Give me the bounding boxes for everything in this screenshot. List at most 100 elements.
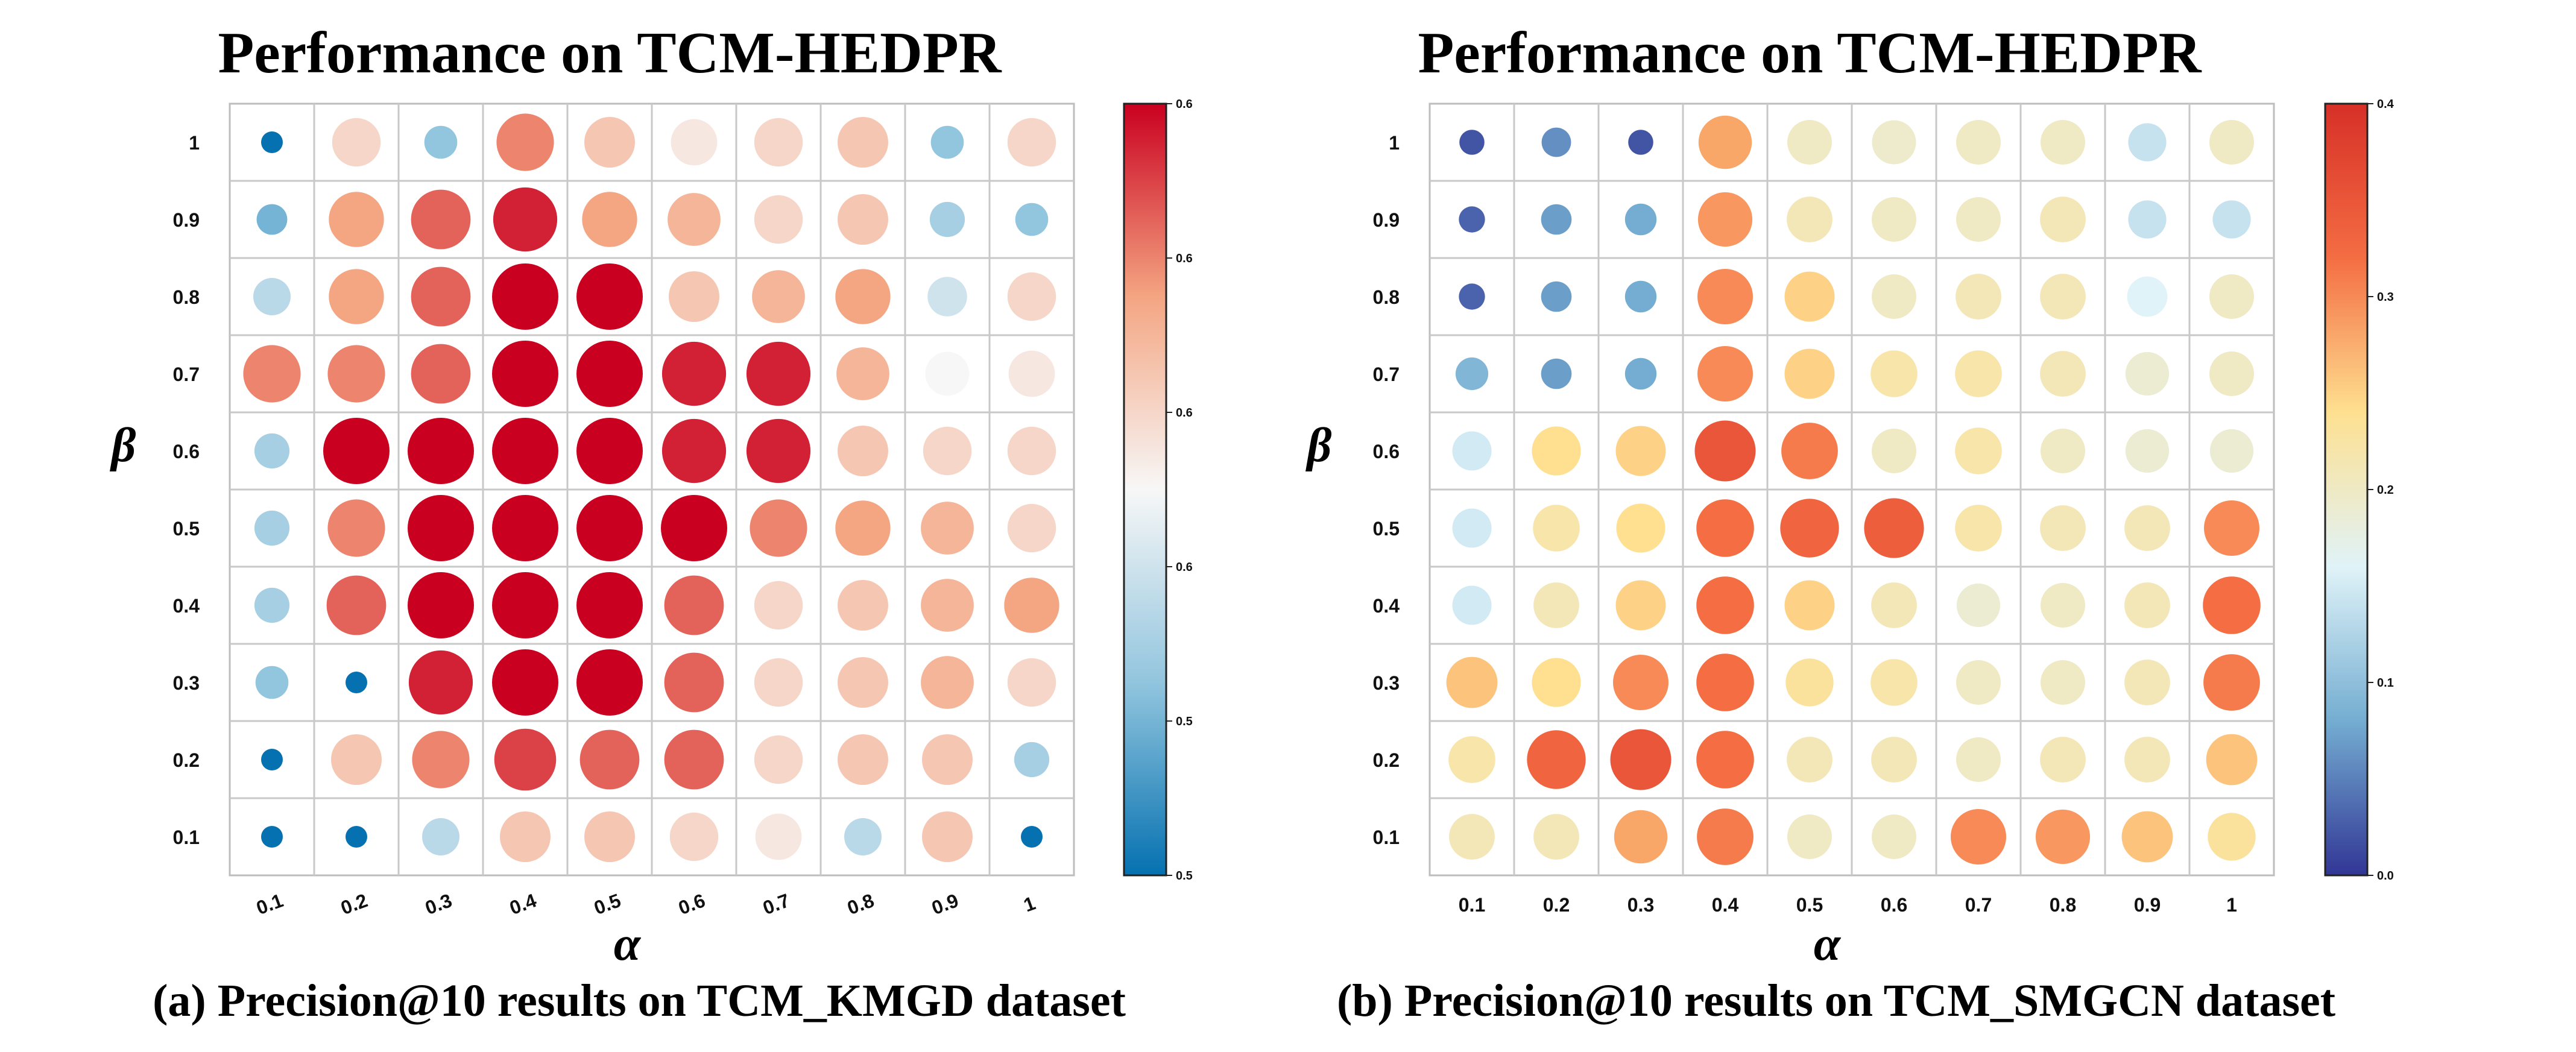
chart-b-colorbar-tick-label: 0.1 [2377,676,2394,690]
chart-a-xtick-label: 0.4 [507,889,539,919]
chart-a-bubble [492,418,558,484]
chart-b-bubble [1449,814,1495,860]
chart-a-colorbar [1123,102,1167,877]
chart-b-ytick-label: 0.6 [1373,441,1400,462]
chart-b-bubble [2124,582,2170,628]
chart-a-ytick-label: 0.5 [173,518,200,540]
chart-b-bubble [1541,281,1572,312]
chart-a-bubble [582,192,637,247]
chart-b-bubble [1541,127,1571,157]
chart-a-ytick-label: 0.3 [173,672,200,694]
chart-a-bubble [327,499,385,557]
chart-b-bubble [1610,729,1672,790]
chart-a-bubble [408,418,474,484]
chart-b-bubble [1870,659,1918,706]
chart-b-ytick-label: 0.7 [1373,364,1400,385]
chart-a-bubble [254,510,290,546]
chart-b-bubble [1696,576,1754,634]
chart-b-bubble [2041,120,2085,165]
chart-b-bubble [1615,426,1666,476]
chart-b-bubble [1459,206,1485,233]
chart-a-colorbar-tick-label: 0.5 [1176,715,1193,728]
chart-a-bubble [664,729,724,790]
chart-b-ytick-label: 0.3 [1373,672,1400,694]
chart-b-bubble [1533,814,1579,860]
chart-a-bubble [261,826,283,848]
chart-a-bubble [494,728,557,791]
chart-a-bubble [1007,272,1056,321]
chart-a-xtick-label: 0.7 [760,889,792,919]
chart-b-bubble [1452,585,1492,625]
chart-b-bubble [1871,737,1917,783]
chart-b: 1 0.9 0.8 0.7 0.6 0.5 0.4 0.3 0.2 0.1 0.1 0.2 0.3 0.4… [1373,98,2394,916]
chart-b-bubble [1459,130,1485,155]
chart-a-bubble [754,195,803,244]
chart-a-bubble [755,813,802,860]
chart-a-bubble [408,650,473,715]
chart-a-ytick-label: 0.6 [173,441,200,462]
chart-b-bubble [2124,737,2170,783]
chart-b-bubble [2128,123,2167,162]
chart-b-bubble [1872,197,1916,242]
chart-a-bubble [925,351,970,396]
chart-b-bubble [1956,120,2001,165]
chart-a-bubble [1008,350,1055,397]
chart-b-bubble [2121,811,2173,863]
chart-a-bubble [835,269,891,324]
chart-b-bubble [1694,420,1756,482]
chart-a-bubble [261,131,283,153]
chart-a-bubble [323,418,390,484]
chart-b-bubble [2212,200,2251,239]
chart-b-bubble [2041,660,2085,705]
chart-b-bubble [2125,351,2170,396]
chart-b-bubble [1533,505,1580,552]
chart-b-bubble [1956,583,2001,628]
chart-a-bubble [754,735,803,784]
chart-b-bubble [1446,657,1498,708]
chart-b-bubble [1785,658,1834,707]
chart-b-xtick-label: 0.5 [1796,894,1823,916]
chart-b-bubble [1864,498,1924,558]
chart-a-bubble [664,652,724,713]
chart-b-xtick-label: 0.2 [1543,894,1570,916]
chart-a-bubble [929,201,965,238]
chart-a-bubble [927,277,967,317]
chart-b-bubble [2206,734,2258,786]
chart-b-ytick-label: 0.9 [1373,209,1400,231]
chart-a-bubble [838,117,888,168]
chart-a-bubble [411,266,471,327]
chart-a-bubble [576,649,643,716]
chart-a-bubble [255,666,289,699]
chart-a-bubble [584,117,635,168]
chart-b-ytick-label: 0.5 [1373,518,1400,540]
chart-a-bubble [327,345,385,403]
chart-b-bubble [1784,271,1835,322]
chart-a-bubble [492,341,558,407]
chart-a-colorbar-tick-label: 0.6 [1176,252,1193,265]
chart-a-bubble [576,495,643,561]
chart-b-ytick-label: 0.2 [1373,749,1400,771]
chart-a-bubble [754,658,803,707]
chart-a-xtick-label: 0.1 [253,889,286,919]
chart-b-bubble [1697,269,1753,324]
chart-b-bubble [1956,197,2001,242]
chart-a-bubble [256,204,288,235]
chart-a-bubble [1007,503,1056,553]
chart-a: 1 0.9 0.8 0.7 0.6 0.5 0.4 0.3 0.2 0.1 0.1 0.2 0.3 0.4… [173,98,1193,919]
chart-b-bubble [1616,503,1665,553]
chart-b-bubble [1955,350,2002,397]
chart-b-bubble [2035,809,2091,865]
chart-a-bubble [492,572,558,638]
chart-b-bubble [1956,274,2001,320]
chart-b-bubble [1872,274,1916,319]
chart-a-bubble [661,341,727,406]
chart-b-colorbar-tick-label: 0.2 [2377,483,2394,497]
chart-a-bubble [422,818,459,855]
chart-a-xlabel: α [614,918,642,971]
chart-a-bubble [411,189,471,250]
chart-b-bubble [1615,580,1666,631]
chart-b-xtick-label: 0.1 [1459,894,1485,916]
chart-b-bubble [1787,814,1832,859]
chart-a-bubble [669,812,719,861]
